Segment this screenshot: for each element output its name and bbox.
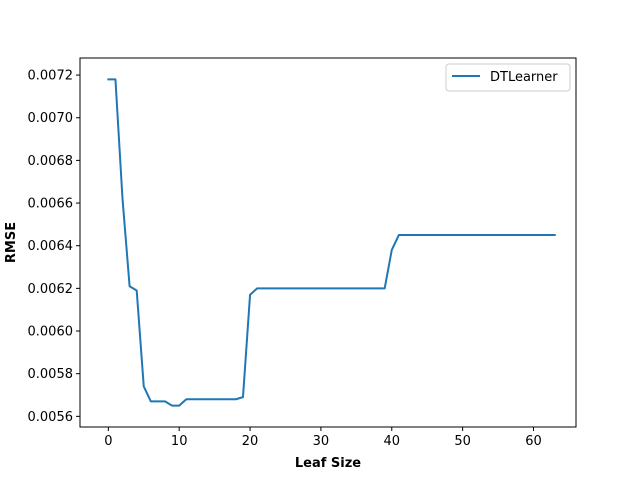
y-tick-label: 0.0058 [28, 367, 74, 382]
x-tick-label: 10 [171, 434, 188, 449]
y-axis-label: RMSE [4, 222, 19, 263]
series-line-dtlearner [107, 78, 556, 407]
y-tick-label: 0.0070 [28, 111, 74, 126]
y-tick-label: 0.0068 [28, 154, 74, 169]
y-tick-label: 0.0062 [28, 282, 74, 297]
x-tick-label: 20 [242, 434, 259, 449]
y-tick-label: 0.0066 [28, 197, 74, 212]
x-axis: 0 10 20 30 40 50 60 [104, 427, 542, 449]
legend-label: DTLearner [490, 70, 558, 85]
y-axis: 0.0056 0.0058 0.0060 0.0062 0.0064 0.0066 0.00… [28, 69, 80, 425]
x-tick-label: 50 [454, 434, 471, 449]
series-layer [107, 78, 556, 407]
plot-frame [79, 57, 577, 428]
legend: DTLearner [445, 63, 571, 92]
x-tick-label: 0 [104, 434, 112, 449]
y-tick-label: 0.0056 [28, 410, 74, 425]
x-axis-label: Leaf Size [295, 456, 361, 471]
x-tick-label: 40 [383, 434, 400, 449]
y-tick-label: 0.0072 [28, 69, 74, 84]
x-tick-label: 60 [525, 434, 542, 449]
y-tick-label: 0.0060 [28, 325, 74, 340]
legend-box [445, 63, 571, 92]
x-tick-label: 30 [313, 434, 330, 449]
y-tick-label: 0.0064 [28, 239, 74, 254]
